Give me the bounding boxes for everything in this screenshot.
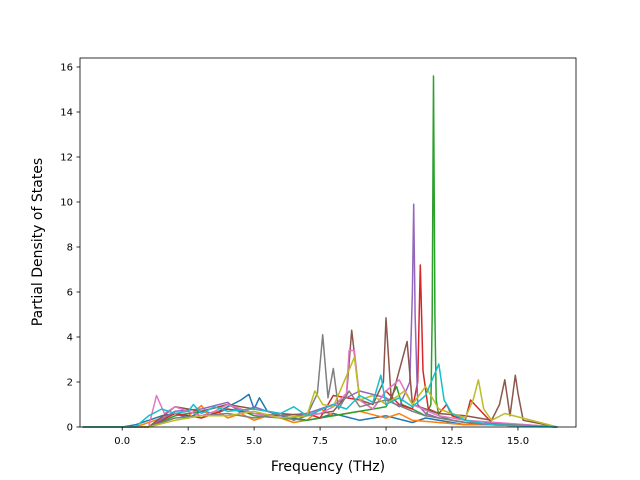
series-lines bbox=[82, 75, 558, 428]
x-tick-label: 10.0 bbox=[375, 436, 397, 447]
x-tick-label: 0.0 bbox=[114, 436, 130, 447]
y-tick-label: 0 bbox=[67, 423, 73, 434]
series-line-7 bbox=[82, 349, 558, 428]
x-tick-label: 15.0 bbox=[507, 436, 529, 447]
y-tick-label: 4 bbox=[67, 333, 73, 344]
y-tick-label: 8 bbox=[67, 243, 73, 254]
plot-frame bbox=[79, 57, 577, 428]
x-axis-label: Frequency (THz) bbox=[271, 459, 385, 475]
series-line-8 bbox=[82, 334, 558, 428]
x-tick-label: 7.5 bbox=[312, 436, 328, 447]
x-tick-label: 12.5 bbox=[441, 436, 463, 447]
x-axis-ticks: 0.0 2.5 5.0 7.5 10.0 12.5 15.0 bbox=[114, 427, 529, 447]
y-tick-label: 14 bbox=[60, 108, 73, 119]
series-line-10 bbox=[82, 363, 558, 428]
series-line-3 bbox=[82, 75, 558, 428]
y-tick-label: 2 bbox=[67, 378, 73, 389]
y-tick-label: 10 bbox=[60, 198, 73, 209]
x-tick-label: 5.0 bbox=[246, 436, 262, 447]
series-line-4 bbox=[82, 264, 558, 428]
y-tick-label: 6 bbox=[67, 288, 73, 299]
y-axis-ticks: 0 2 4 6 8 10 12 14 16 bbox=[60, 63, 80, 434]
y-tick-label: 12 bbox=[60, 153, 73, 164]
series-line-5 bbox=[82, 203, 558, 428]
series-line-9 bbox=[82, 356, 558, 428]
y-tick-label: 16 bbox=[60, 63, 73, 74]
series-line-6 bbox=[82, 317, 558, 428]
x-tick-label: 2.5 bbox=[180, 436, 196, 447]
y-axis-label: Partial Density of States bbox=[30, 158, 46, 326]
